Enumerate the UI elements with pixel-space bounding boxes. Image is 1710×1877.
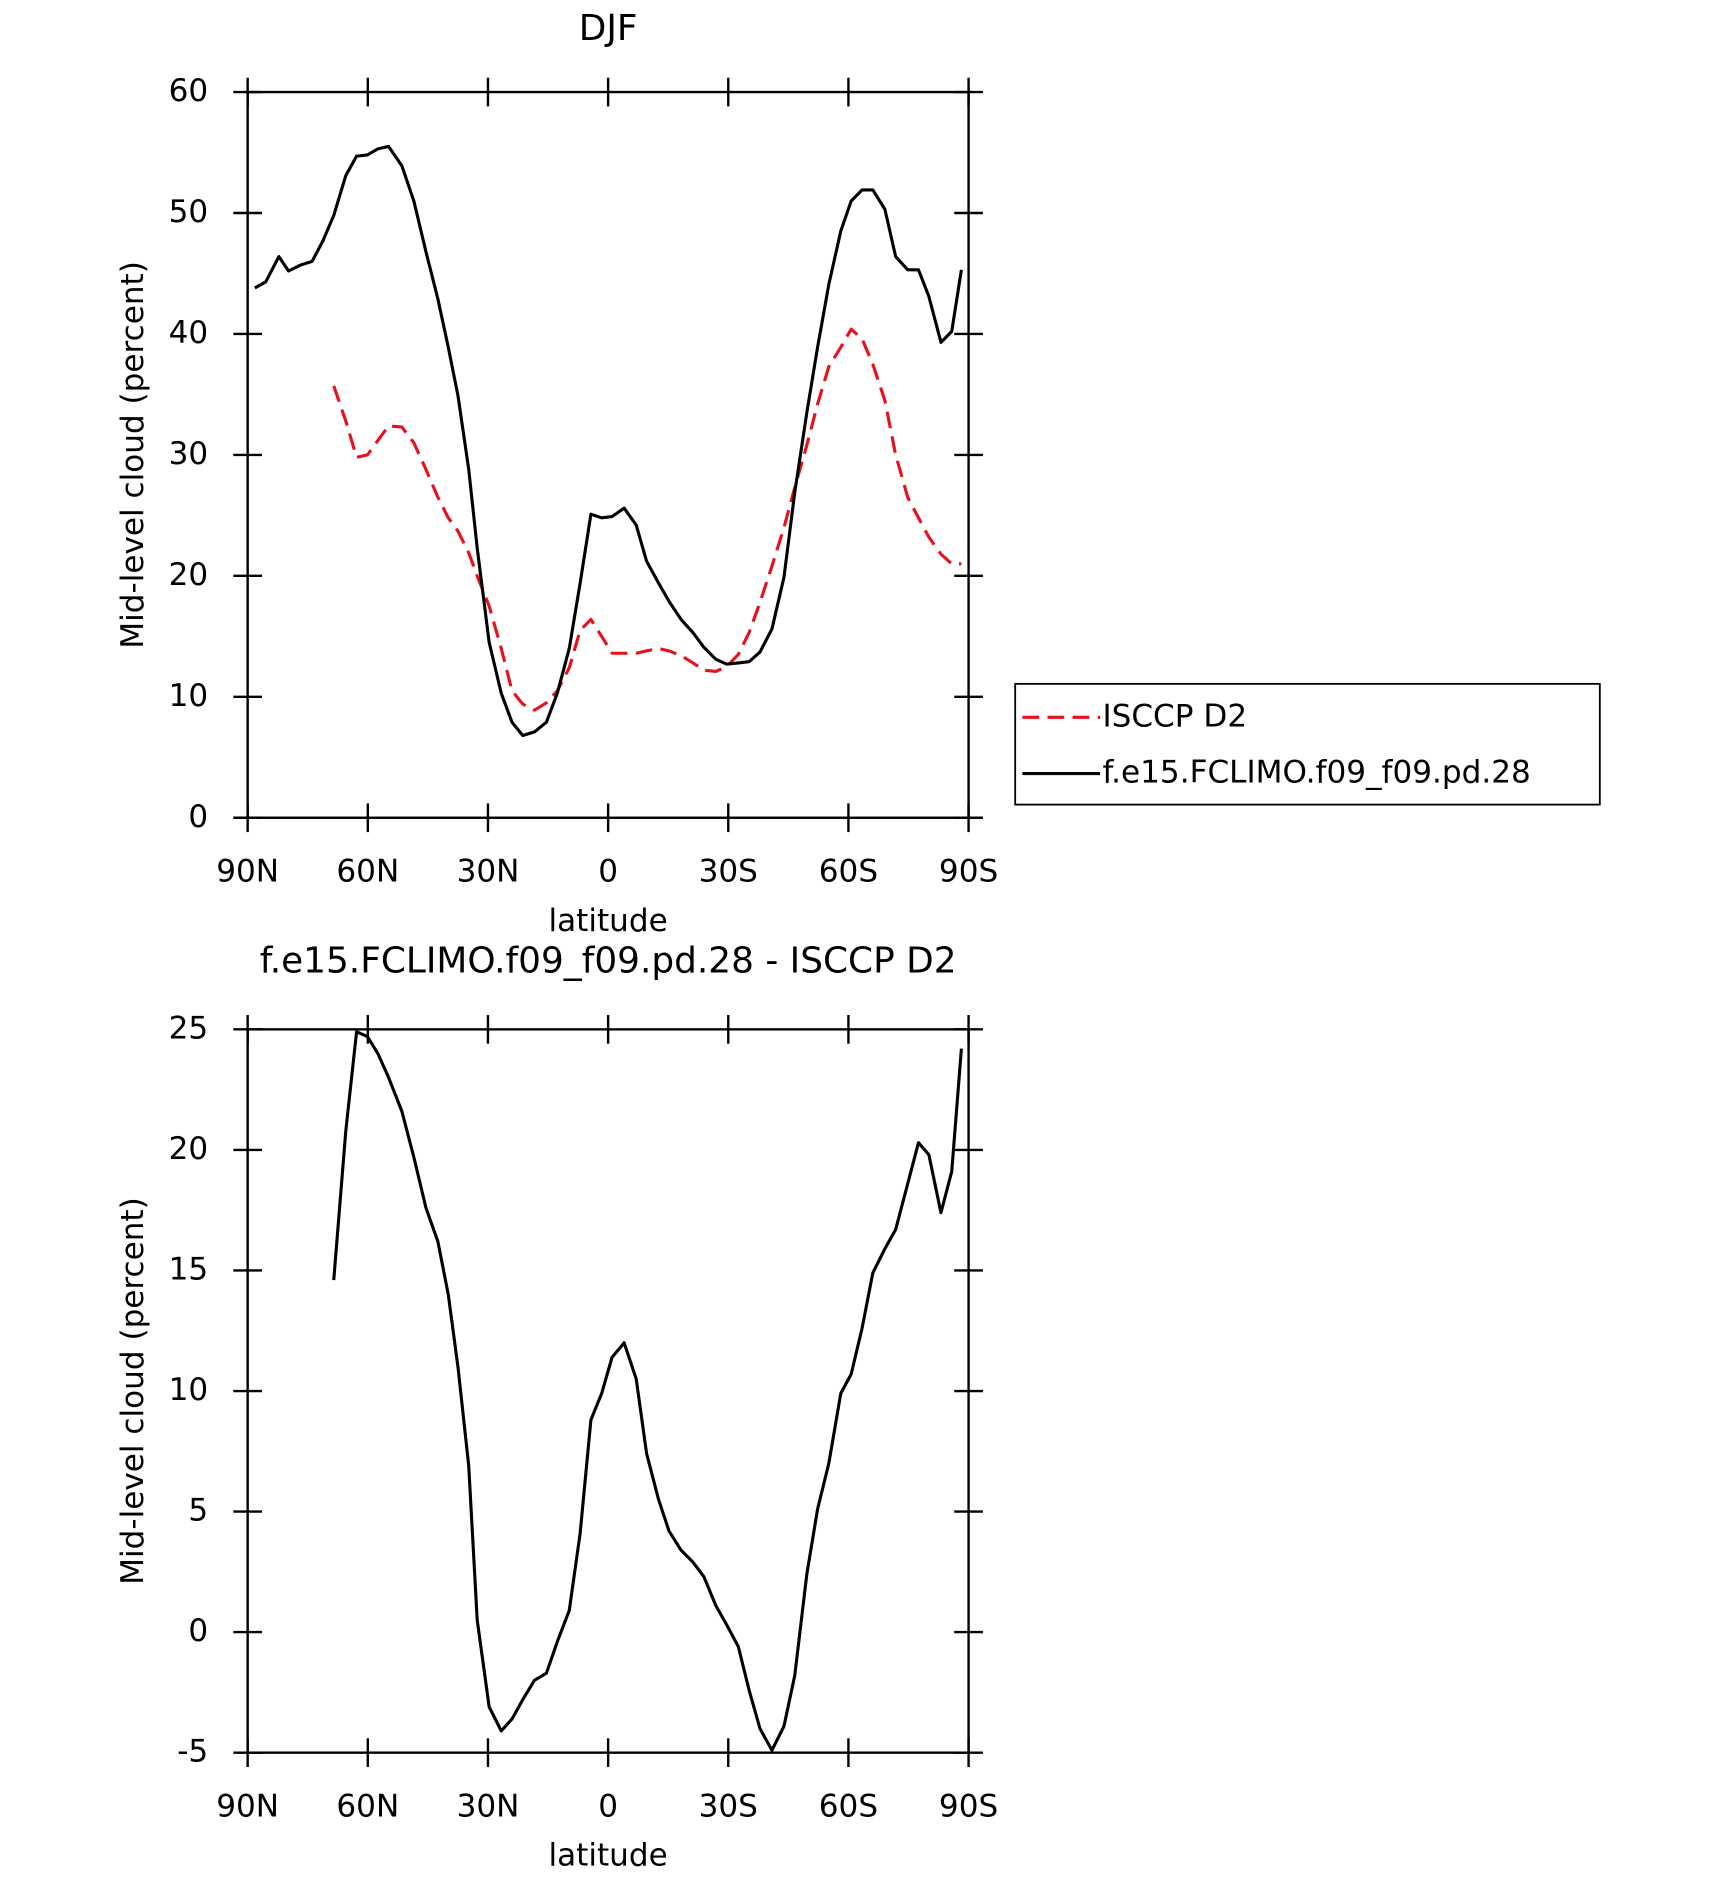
x-tick-label: 0 (598, 854, 618, 890)
x-tick-label: 60N (336, 1789, 399, 1825)
x-axis-label: latitude (549, 903, 668, 939)
x-tick-label: 30S (699, 854, 758, 890)
x-tick-label: 90S (939, 1789, 998, 1825)
x-tick-label: 90S (939, 854, 998, 890)
plot-frame (246, 1028, 970, 1754)
y-axis-label: Mid-level cloud (percent) (115, 1197, 151, 1584)
x-tick-label: 0 (598, 1789, 618, 1825)
y-tick-label: 0 (188, 1613, 208, 1649)
data-line (254, 144, 963, 738)
x-tick-label: 90N (216, 1789, 279, 1825)
x-tick-label: 30N (457, 1789, 520, 1825)
x-tick-label: 60N (336, 854, 399, 890)
x-tick-label: 30N (457, 854, 520, 890)
y-tick-label: 10 (169, 678, 209, 714)
y-tick-label: 25 (169, 1010, 209, 1046)
data-line (332, 327, 962, 712)
y-tick-label: 40 (169, 315, 209, 351)
x-tick-label: 60S (819, 1789, 878, 1825)
y-tick-label: -5 (177, 1734, 208, 1770)
y-tick-label: 20 (169, 557, 209, 593)
y-tick-label: 20 (169, 1131, 209, 1167)
x-tick-label: 90N (216, 854, 279, 890)
legend-box (1014, 682, 1601, 806)
y-tick-label: 15 (169, 1251, 209, 1287)
y-tick-label: 60 (169, 73, 209, 109)
y-tick-label: 5 (188, 1493, 208, 1529)
data-line (332, 1030, 963, 1752)
y-tick-label: 30 (169, 436, 209, 472)
y-tick-label: 10 (169, 1372, 209, 1408)
y-axis-label: Mid-level cloud (percent) (115, 261, 151, 649)
chart-title: DJF (579, 8, 638, 49)
legend-label: ISCCP D2 (1102, 698, 1247, 734)
chart-title: f.e15.FCLIMO.f09_f09.pd.28 - ISCCP D2 (260, 940, 957, 981)
x-axis-label: latitude (549, 1838, 668, 1874)
x-tick-label: 30S (699, 1789, 758, 1825)
plot-frame (246, 90, 970, 819)
legend-label: f.e15.FCLIMO.f09_f09.pd.28 (1102, 755, 1530, 791)
y-tick-label: 50 (169, 194, 209, 230)
y-tick-label: 0 (188, 799, 208, 835)
x-tick-label: 60S (819, 854, 878, 890)
